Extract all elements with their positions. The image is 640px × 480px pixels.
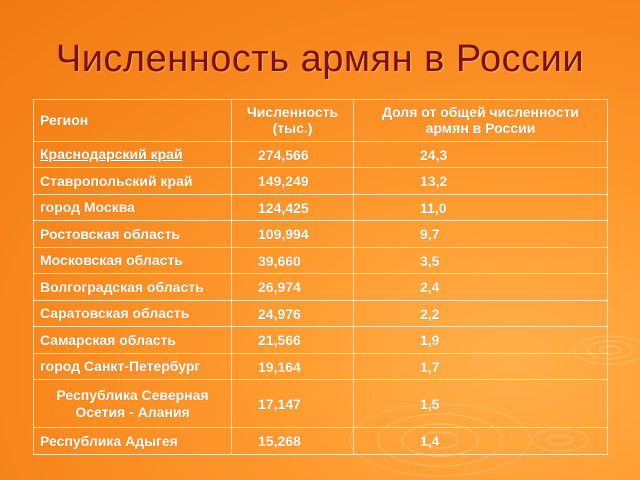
table-row: Ростовская область 109,994 9,7: [33, 220, 608, 248]
count-cell: 21,566: [231, 326, 354, 354]
table-row: Краснодарский край 274,566 24,3: [33, 140, 608, 169]
region-cell: Самарская область: [33, 326, 232, 354]
region-name: город Москва: [40, 199, 135, 216]
region-cell: Волгоградская область: [33, 273, 232, 301]
share-cell: 24,3: [353, 140, 608, 169]
table-header-row: Регион Численность (тыс.) Доля от общей …: [33, 99, 608, 142]
population-table: Регион Численность (тыс.) Доля от общей …: [33, 99, 608, 455]
share-cell: 1,9: [353, 326, 608, 354]
share-cell: 11,0: [353, 193, 608, 222]
share-cell: 2,4: [353, 273, 608, 301]
table-row: Самарская область 21,566 1,9: [33, 326, 608, 354]
count-cell: 109,994: [231, 220, 354, 248]
region-cell: Республика Северная Осетия - Алания: [33, 379, 232, 429]
region-name: Волгоградская область: [40, 278, 204, 295]
count-cell: 17,147: [231, 379, 354, 429]
region-name: город Санкт-Петербург: [40, 358, 201, 375]
count-cell: 149,249: [231, 167, 354, 195]
table-row: Ставропольский край 149,249 13,2: [33, 167, 608, 195]
region-name: Ростовская область: [40, 225, 181, 242]
count-cell: 39,660: [231, 246, 354, 275]
region-cell: Московская область: [33, 246, 232, 275]
share-cell: 2,2: [353, 299, 608, 328]
share-cell: 1,5: [353, 379, 608, 429]
region-cell: Республика Адыгея: [33, 427, 232, 455]
region-name: Самарская область: [40, 331, 176, 348]
region-name-line2: Осетия - Алания: [75, 403, 190, 420]
region-name: Республика Адыгея: [40, 432, 178, 449]
header-share: Доля от общей численности армян в России: [353, 99, 608, 142]
region-cell: Ростовская область: [33, 220, 232, 248]
region-cell: город Санкт-Петербург: [33, 352, 232, 381]
count-cell: 24,976: [231, 299, 354, 328]
count-cell: 26,974: [231, 273, 354, 301]
count-cell: 124,425: [231, 193, 354, 222]
page-title: Численность армян в России: [55, 38, 585, 80]
region-name: Саратовская область: [40, 305, 190, 322]
region-cell[interactable]: Краснодарский край: [33, 140, 232, 169]
header-region: Регион: [33, 99, 232, 142]
share-cell: 13,2: [353, 167, 608, 195]
region-cell: Ставропольский край: [33, 167, 232, 195]
region-name: Республика Северная: [56, 386, 209, 403]
table-row: Саратовская область 24,976 2,2: [33, 299, 608, 328]
region-name: Ставропольский край: [40, 172, 193, 189]
table-row: Республика Северная Осетия - Алания 17,147…: [33, 379, 608, 429]
region-cell: Саратовская область: [33, 299, 232, 328]
share-cell: 1,4: [353, 427, 608, 455]
table-row: город Санкт-Петербург 19,164 1,7: [33, 352, 608, 381]
header-count-line1: Численность: [246, 104, 339, 121]
table-row: Волгоградская область 26,974 2,4: [33, 273, 608, 301]
table-row: Московская область 39,660 3,5: [33, 246, 608, 275]
count-cell: 15,268: [231, 427, 354, 455]
count-cell: 274,566: [231, 140, 354, 169]
region-cell: город Москва: [33, 193, 232, 222]
region-name: Московская область: [40, 252, 183, 269]
header-count: Численность (тыс.): [231, 99, 354, 142]
header-count-line2: (тыс.): [272, 120, 313, 137]
count-cell: 19,164: [231, 352, 354, 381]
region-name[interactable]: Краснодарский край: [40, 146, 183, 163]
table-row: Республика Адыгея 15,268 1,4: [33, 427, 608, 455]
share-cell: 9,7: [353, 220, 608, 248]
header-share-line2: армян в России: [425, 120, 536, 137]
share-cell: 1,7: [353, 352, 608, 381]
share-cell: 3,5: [353, 246, 608, 275]
header-share-line1: Доля от общей численности: [381, 104, 580, 121]
table-row: город Москва 124,425 11,0: [33, 193, 608, 222]
